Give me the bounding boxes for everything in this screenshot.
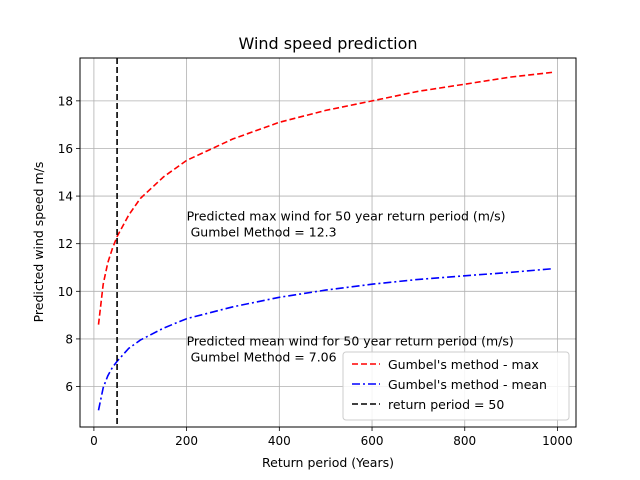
legend-box — [342, 351, 570, 421]
legend-label: Gumbel's method - mean — [388, 377, 547, 392]
chart-title: Wind speed prediction — [239, 34, 418, 53]
y-tick-label: 10 — [58, 285, 73, 299]
annotation-max: Predicted max wind for 50 year return pe… — [187, 209, 506, 240]
y-tick-label: 16 — [58, 142, 73, 156]
legend: Gumbel's method - max Gumbel's method - m… — [342, 351, 570, 421]
y-tick-label: 14 — [58, 190, 73, 204]
x-tick-label: 800 — [453, 434, 476, 448]
annotation-line: Predicted max wind for 50 year return pe… — [187, 209, 506, 224]
x-tick-label: 600 — [361, 434, 384, 448]
x-tick-label: 0 — [90, 434, 98, 448]
series-layer — [97, 58, 553, 427]
grid-lines — [80, 58, 576, 427]
x-tick-label: 400 — [268, 434, 291, 448]
axis-ticks: 0 200 400 600 800 1000 6 8 10 12 14 16 18 — [58, 94, 573, 448]
annotation-line: Gumbel Method = 12.3 — [187, 225, 337, 240]
x-tick-label: 200 — [175, 434, 198, 448]
annotation-mean: Predicted mean wind for 50 year return p… — [187, 333, 514, 364]
annotation-line: Predicted mean wind for 50 year return p… — [187, 333, 514, 348]
y-axis-label: Predicted wind speed m/s — [31, 162, 46, 323]
legend-label: Gumbel's method - max — [388, 357, 539, 372]
y-tick-label: 6 — [65, 380, 73, 394]
y-tick-label: 12 — [58, 237, 73, 251]
y-tick-label: 8 — [65, 332, 73, 346]
annotation-line: Gumbel Method = 7.06 — [187, 349, 337, 364]
y-tick-label: 18 — [58, 94, 73, 108]
legend-label: return period = 50 — [388, 397, 504, 412]
x-tick-label: 1000 — [542, 434, 573, 448]
series-line-mean — [97, 267, 553, 411]
plot-area-frame — [79, 57, 577, 428]
annotations: Predicted max wind for 50 year return pe… — [187, 209, 514, 365]
series-line-max — [97, 71, 553, 325]
x-axis-label: Return period (Years) — [262, 455, 394, 470]
